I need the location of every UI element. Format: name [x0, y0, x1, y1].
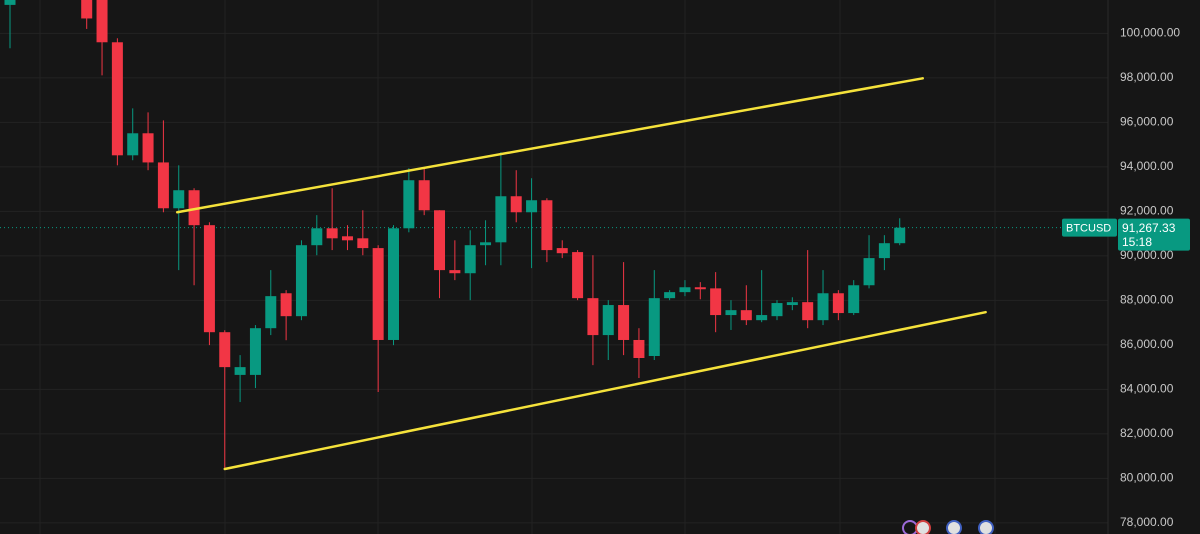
y-tick-label: 90,000.00	[1120, 248, 1174, 262]
candle-body	[878, 243, 890, 259]
candle-body	[111, 42, 123, 156]
candle-body	[863, 258, 875, 286]
candle-body	[388, 228, 399, 340]
symbol-label: BTCUSD	[1066, 223, 1111, 235]
y-tick-label: 98,000.00	[1120, 70, 1174, 84]
candle-body	[510, 196, 522, 213]
candle-body	[756, 315, 768, 321]
candle-body	[142, 133, 154, 163]
candle-body	[587, 298, 599, 336]
candle-body	[249, 328, 261, 375]
y-tick-label: 96,000.00	[1120, 115, 1174, 129]
y-tick-label: 100,000.00	[1120, 26, 1180, 40]
candle-body	[157, 162, 169, 209]
candle-body	[602, 305, 614, 336]
candle-body	[786, 302, 798, 306]
last-price-label: 91,267.33	[1122, 221, 1176, 235]
candle-body	[740, 310, 752, 321]
candle-body	[832, 293, 844, 314]
candle-body	[311, 228, 323, 246]
candle-body	[679, 287, 691, 293]
trendline	[223, 310, 987, 471]
y-tick-label: 78,000.00	[1120, 515, 1174, 529]
candle-body	[203, 225, 215, 333]
candle-body	[848, 285, 860, 314]
candle-body	[526, 200, 538, 213]
candle-body	[4, 0, 16, 5]
candle-body	[265, 296, 277, 329]
y-tick-label: 88,000.00	[1120, 293, 1174, 307]
symbol-tag	[1062, 218, 1117, 237]
candle-body	[173, 190, 185, 209]
countdown-label: 15:18	[1122, 235, 1152, 249]
candle-body	[341, 236, 353, 241]
candle-body	[648, 298, 660, 356]
y-tick-label: 86,000.00	[1120, 337, 1174, 351]
candle-body	[403, 180, 415, 229]
candle-body	[280, 293, 292, 317]
candle-body	[480, 242, 492, 246]
candle-body	[618, 305, 630, 340]
y-tick-label: 84,000.00	[1120, 382, 1174, 396]
candle-body	[449, 270, 461, 274]
candle-body	[326, 228, 338, 239]
candle-body	[495, 196, 507, 243]
y-tick-label: 82,000.00	[1120, 426, 1174, 440]
candle-body	[556, 248, 568, 254]
icon	[915, 520, 931, 534]
price-tag	[1118, 218, 1190, 251]
candle-body	[219, 332, 231, 368]
candle-body	[541, 200, 553, 251]
candle-body	[817, 293, 829, 321]
candle-body	[802, 302, 814, 321]
y-tick-label: 94,000.00	[1120, 159, 1174, 173]
candle-body	[633, 339, 645, 359]
icon	[978, 520, 994, 534]
candle-body	[572, 252, 584, 299]
candle-body	[894, 227, 906, 244]
vertical-grid	[0, 0, 1108, 534]
candle-body	[81, 0, 93, 19]
y-tick-label: 92,000.00	[1120, 204, 1174, 218]
candle-body	[664, 292, 676, 299]
candle-body	[372, 248, 384, 340]
candle-body	[234, 367, 246, 375]
candle-body	[694, 287, 706, 290]
candle-body	[188, 190, 200, 226]
candle-body	[418, 180, 430, 211]
candle-body	[127, 133, 139, 156]
candle-body	[357, 238, 369, 249]
candle-body	[434, 210, 446, 271]
candle-body	[725, 310, 737, 316]
trendline	[175, 77, 924, 214]
candle-body	[710, 288, 722, 316]
candle-body	[295, 245, 307, 317]
candle-body	[771, 303, 783, 317]
indicator-icons	[902, 520, 994, 534]
icon	[946, 520, 962, 534]
candle-body	[464, 245, 476, 274]
y-tick-label: 80,000.00	[1120, 471, 1174, 485]
candle-body	[96, 0, 108, 43]
